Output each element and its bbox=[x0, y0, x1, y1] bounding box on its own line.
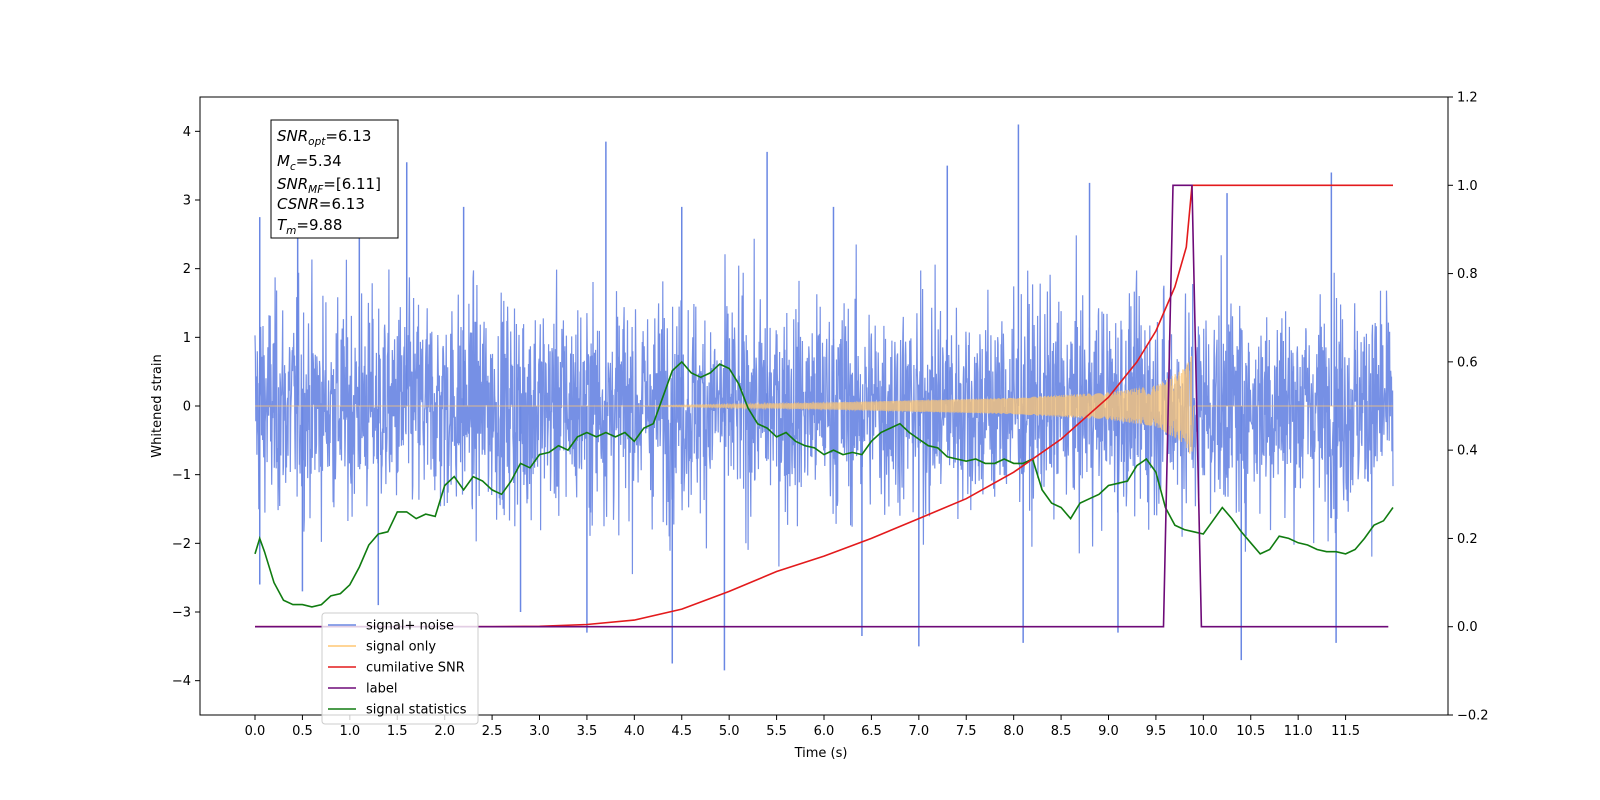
y-tick-label: 0 bbox=[183, 400, 191, 415]
series-signal-only bbox=[255, 355, 1393, 455]
x-tick-label: 9.0 bbox=[1098, 724, 1119, 739]
legend-frame bbox=[321, 612, 479, 725]
y-right-tick-label: 0.2 bbox=[1457, 532, 1478, 547]
info-line: Mc=5.34 bbox=[277, 152, 342, 173]
x-tick-label: 7.5 bbox=[956, 724, 977, 739]
x-tick-label: 2.0 bbox=[434, 724, 455, 739]
x-axis: 0.0 0.5 1.0 1.5 2.0 2.5 3.0 3.5 4.0 4.5 5.0 5.5 6.0 6… bbox=[245, 715, 1360, 739]
x-tick-label: 5.5 bbox=[766, 724, 787, 739]
y-right-tick-label: 0.0 bbox=[1457, 620, 1478, 635]
y-tick-label: 1 bbox=[183, 331, 191, 346]
y-tick-label: −4 bbox=[172, 674, 191, 689]
info-line: CSNR=6.13 bbox=[277, 195, 365, 213]
legend-label: signal+ noise bbox=[366, 619, 454, 634]
x-tick-label: 8.0 bbox=[1003, 724, 1024, 739]
y-axis-label: Whitened strain bbox=[150, 354, 165, 457]
y-right-tick-label: 0.4 bbox=[1457, 444, 1478, 459]
series-cumulative-snr bbox=[255, 184, 1393, 628]
x-tick-label: 0.5 bbox=[292, 724, 313, 739]
legend-label: signal statistics bbox=[366, 703, 467, 718]
x-tick-label: 4.5 bbox=[671, 724, 692, 739]
info-line: SNRopt=6.13 bbox=[277, 127, 371, 148]
y-tick-label: −2 bbox=[172, 537, 191, 552]
series-label bbox=[255, 184, 1389, 628]
x-tick-label: 10.0 bbox=[1189, 724, 1218, 739]
series-signal-noise bbox=[254, 235, 1394, 575]
series-signal-statistics bbox=[254, 360, 1394, 608]
y-tick-label: 3 bbox=[183, 194, 191, 209]
legend-label: cumilative SNR bbox=[366, 661, 465, 676]
y-axis-left: 4 3 2 1 0 −1 −2 −3 −4 bbox=[172, 125, 200, 689]
legend-label: signal only bbox=[366, 640, 436, 655]
info-box-frame bbox=[270, 119, 399, 239]
y-tick-label: −1 bbox=[172, 468, 191, 483]
y-axis-right: 1.2 1.0 0.8 0.6 0.4 0.2 0.0 −0.2 bbox=[1448, 91, 1489, 724]
x-tick-label: 11.5 bbox=[1331, 724, 1360, 739]
x-axis-label: Time (s) bbox=[794, 746, 848, 761]
x-tick-label: 4.0 bbox=[624, 724, 645, 739]
x-tick-label: 0.0 bbox=[245, 724, 266, 739]
x-tick-label: 11.0 bbox=[1284, 724, 1313, 739]
legend-label: label bbox=[366, 682, 397, 697]
x-tick-label: 3.5 bbox=[577, 724, 598, 739]
x-tick-label: 3.0 bbox=[529, 724, 550, 739]
y-right-tick-label: −0.2 bbox=[1457, 709, 1489, 724]
x-tick-label: 6.5 bbox=[861, 724, 882, 739]
y-tick-label: 2 bbox=[183, 262, 191, 277]
y-right-tick-label: 0.8 bbox=[1457, 267, 1478, 282]
plot-area bbox=[254, 124, 1394, 671]
x-tick-label: 1.5 bbox=[387, 724, 408, 739]
y-right-tick-label: 1.0 bbox=[1457, 179, 1478, 194]
x-tick-label: 9.5 bbox=[1146, 724, 1167, 739]
x-tick-label: 7.0 bbox=[908, 724, 929, 739]
x-tick-label: 1.0 bbox=[339, 724, 360, 739]
info-line: Tm=9.88 bbox=[277, 216, 342, 237]
x-tick-label: 2.5 bbox=[482, 724, 503, 739]
y-right-tick-label: 1.2 bbox=[1457, 91, 1478, 106]
x-tick-label: 6.0 bbox=[814, 724, 835, 739]
y-tick-label: 4 bbox=[183, 125, 191, 140]
x-tick-label: 10.5 bbox=[1236, 724, 1265, 739]
x-tick-label: 8.5 bbox=[1051, 724, 1072, 739]
legend: signal+ noise signal only cumilative SNR la… bbox=[321, 612, 479, 725]
x-tick-label: 5.0 bbox=[719, 724, 740, 739]
y-tick-label: −3 bbox=[172, 606, 191, 621]
y-right-tick-label: 0.6 bbox=[1457, 355, 1478, 370]
info-line: SNRMF=[6.11] bbox=[277, 175, 381, 196]
